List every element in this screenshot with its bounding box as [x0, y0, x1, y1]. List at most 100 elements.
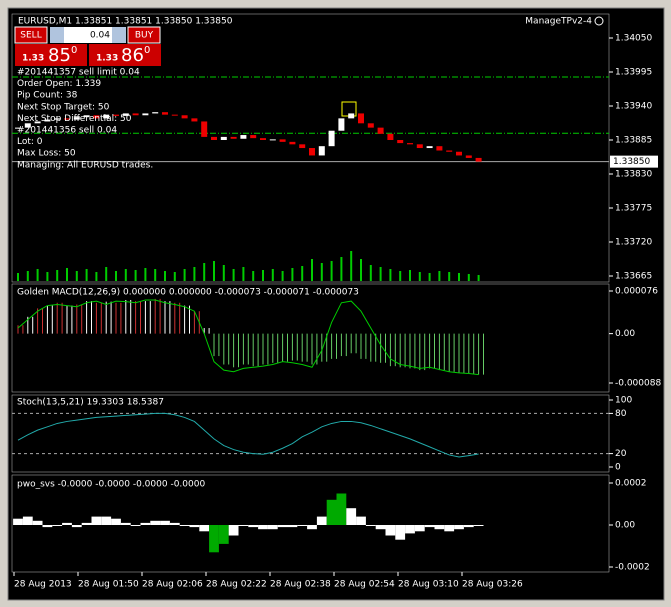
candle [93, 115, 100, 119]
candle [34, 121, 41, 124]
pwo-bar [297, 525, 308, 526]
candle [132, 113, 139, 116]
pwo-bar [434, 525, 445, 530]
pwo-bar [130, 525, 141, 526]
pwo-bar [336, 493, 347, 525]
sell-button[interactable] [14, 26, 48, 44]
bid-label: 1.33850 [613, 157, 650, 167]
time-label: 28 Aug 02:06 [142, 580, 203, 590]
pwo-bar [71, 525, 82, 528]
candle [181, 115, 188, 119]
candle [64, 118, 70, 120]
candle [465, 155, 472, 158]
time-label: 28 Aug 02:54 [334, 580, 395, 590]
pwo-bar [414, 525, 425, 532]
y-tick-label: -0.000088 [615, 379, 661, 389]
time-label: 28 Aug 02:22 [206, 580, 267, 590]
lot-down[interactable] [50, 27, 64, 43]
y-tick-label: 1.33775 [615, 204, 652, 214]
volume-bar [124, 269, 127, 281]
pwo-bar [42, 525, 53, 528]
ask-box[interactable] [89, 44, 161, 66]
lot-input[interactable] [64, 27, 112, 43]
candle [201, 121, 208, 137]
volume-bar [232, 269, 235, 281]
candle [328, 130, 335, 147]
volume-bar [291, 268, 294, 281]
ask-big: 86 [121, 45, 144, 66]
pwo-label: pwo_svs -0.0000 -0.0000 -0.0000 -0.0000 [17, 480, 205, 490]
y-tick-label: 0.00 [615, 329, 635, 339]
volume-bar [281, 271, 284, 281]
volume-bar [183, 269, 186, 281]
pwo-bar [267, 525, 278, 530]
pwo-bar [160, 520, 170, 525]
pwo-bar [424, 525, 435, 528]
volume-bar [134, 270, 137, 281]
pwo-bar [307, 525, 317, 530]
volume-bar [399, 271, 402, 281]
bid-box[interactable] [15, 44, 87, 66]
volume-bar [340, 257, 343, 281]
buy-button[interactable] [127, 26, 161, 44]
candle [211, 136, 217, 140]
pwo-bar [209, 525, 219, 553]
pwo-bar [13, 518, 23, 525]
pwo-bar [316, 516, 327, 525]
volume-bar [203, 263, 206, 281]
volume-bar [144, 268, 147, 281]
candle [122, 113, 129, 116]
volume-bar [350, 251, 353, 281]
pwo-bar [81, 522, 92, 525]
pwo-bar [395, 525, 406, 540]
pwo-bar [385, 525, 396, 536]
pwo-bar [365, 525, 376, 526]
y-tick-label: 0.000076 [615, 287, 658, 297]
volume-bar [477, 275, 480, 281]
volume-bar [213, 261, 215, 281]
volume-bar [389, 269, 392, 281]
time-label: 28 Aug 03:26 [462, 580, 523, 590]
pwo-bar [101, 516, 112, 525]
lot-value: 0.04 [90, 31, 110, 41]
candle [279, 139, 286, 142]
y-tick-label: 80 [615, 409, 627, 419]
volume-bar [66, 268, 68, 281]
volume-bar [75, 271, 78, 281]
pwo-bar [326, 499, 337, 525]
pwo-bar [32, 520, 43, 525]
overlay-text: Lot: 0 [17, 137, 43, 147]
volume-bar [360, 259, 362, 281]
volume-bar [115, 271, 117, 281]
bid-prefix: 1.33 [22, 54, 44, 64]
candle [15, 127, 21, 129]
pwo-bar [473, 525, 484, 526]
y-tick-label: 0 [615, 463, 621, 473]
symbol-line: EURUSD,M1 1.33851 1.33851 1.33850 1.3385… [18, 17, 233, 27]
candle [54, 118, 61, 120]
pwo-bar [258, 525, 268, 530]
candle [191, 118, 198, 122]
bid-big: 85 [48, 45, 71, 66]
pwo-bar [52, 525, 63, 526]
expert-name: ManageTPv2-4 [525, 17, 592, 27]
volume-bar [36, 269, 39, 281]
candle [73, 117, 80, 120]
candle [446, 150, 453, 152]
pwo-bar [179, 525, 190, 526]
volume-bar [242, 267, 245, 281]
overlay-text: Pip Count: 38 [17, 91, 78, 101]
pwo-bar [62, 522, 72, 525]
macd-signal [17, 299, 479, 376]
candle [456, 151, 462, 156]
candle [142, 113, 149, 116]
candle [162, 112, 168, 115]
overlay-text: Managing: All EURUSD trades. [17, 160, 153, 170]
y-tick-label: 0.0002 [615, 479, 647, 489]
pwo-bar [199, 525, 210, 532]
lot-up[interactable] [112, 27, 126, 43]
volume-bar [458, 273, 460, 281]
macd-label: Golden MACD(12,26,9) 0.000000 0.000000 -… [17, 288, 359, 298]
pwo-bar [111, 518, 121, 525]
